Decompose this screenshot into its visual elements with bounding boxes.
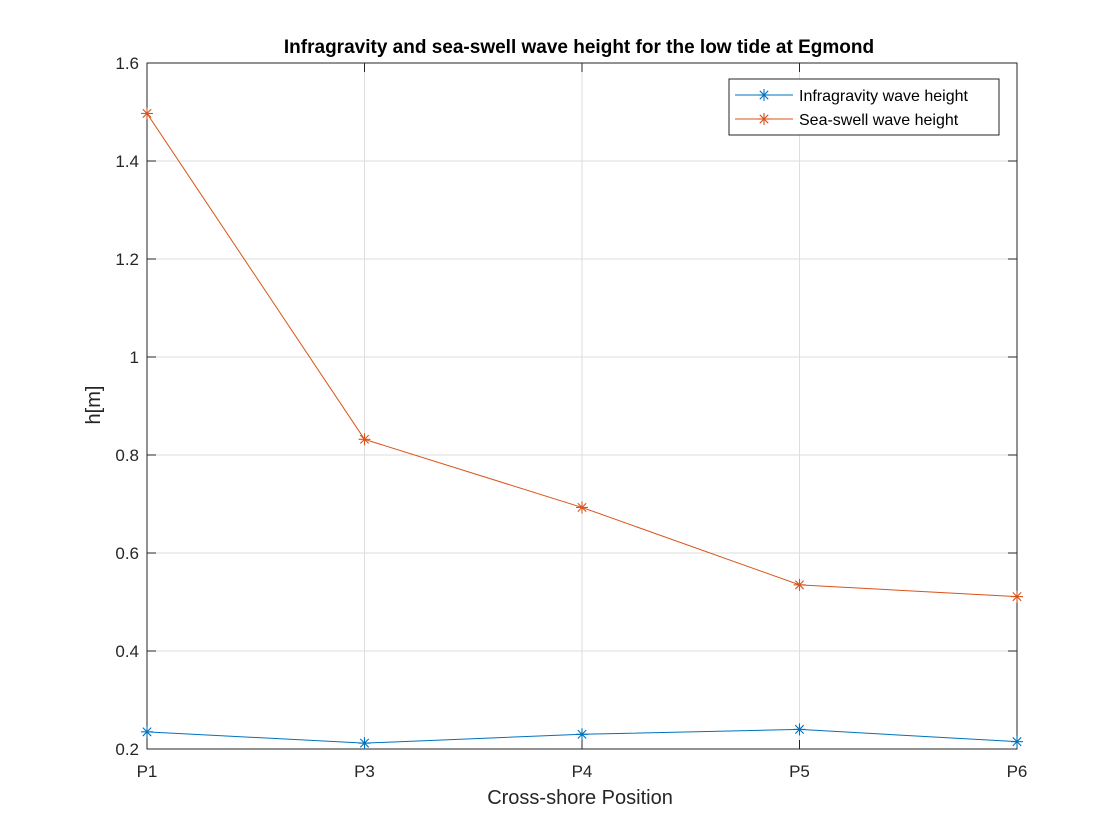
data-point-infragravity-wave-height [141, 725, 153, 738]
data-point-sea-swell-wave-height [576, 501, 588, 514]
x-tick-label: P3 [354, 762, 375, 781]
y-axis-label: h[m] [83, 386, 105, 425]
x-axis-label: Cross-shore Position [487, 787, 673, 809]
y-tick-label: 1.4 [115, 152, 139, 171]
data-point-sea-swell-wave-height [1011, 590, 1023, 603]
y-tick-label: 1 [130, 348, 139, 367]
legend-marker-infragravity-wave-height [758, 89, 770, 101]
legend-label-infragravity-wave-height: Infragravity wave height [799, 88, 969, 105]
y-tick-label: 0.4 [115, 642, 139, 661]
data-point-infragravity-wave-height [793, 723, 806, 736]
data-point-infragravity-wave-height [576, 728, 588, 741]
x-tick-label: P5 [789, 762, 810, 781]
x-tick-label: P4 [572, 762, 593, 781]
x-tick-label: P6 [1007, 762, 1028, 781]
data-point-sea-swell-wave-height [358, 433, 371, 446]
legend-label-sea-swell-wave-height: Sea-swell wave height [799, 112, 959, 129]
y-tick-label: 0.6 [115, 544, 139, 563]
y-tick-label: 1.6 [115, 54, 139, 73]
legend: Infragravity wave height Sea-swell wave h… [728, 78, 1000, 136]
legend-box [728, 78, 1000, 136]
y-tick-label: 0.8 [115, 446, 139, 465]
plot-area: P1 P3 P4 P5 P6 0.2 0.4 0.6 0.8 1 1.2 1.4 1.6 [115, 54, 1027, 781]
x-tick-label: P1 [137, 762, 158, 781]
y-tick-label: 1.2 [115, 250, 139, 269]
data-point-sea-swell-wave-height [141, 107, 153, 120]
data-point-infragravity-wave-height [358, 737, 371, 750]
y-tick-label: 0.2 [115, 740, 139, 759]
data-point-sea-swell-wave-height [793, 578, 806, 591]
legend-marker-sea-swell-wave-height [758, 113, 770, 125]
chart-title: Infragravity and sea-swell wave height f… [284, 37, 874, 58]
data-point-infragravity-wave-height [1011, 735, 1023, 748]
